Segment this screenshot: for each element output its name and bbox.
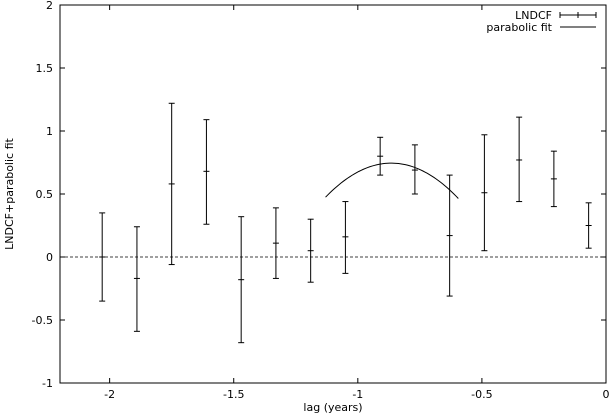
data-point: [168, 102, 175, 266]
data-point: [411, 144, 418, 195]
y-tick-label: 1: [46, 125, 53, 138]
y-tick-label: 0.5: [36, 188, 54, 201]
data-point: [133, 226, 140, 332]
data-point: [377, 136, 384, 176]
y-axis-title: LNDCF+parabolic fit: [3, 137, 16, 249]
legend-marker-lndcf: [559, 12, 597, 18]
y-tick-label: 2: [46, 0, 53, 12]
data-point: [516, 116, 523, 203]
x-tick-label: 0: [603, 388, 609, 401]
data-point: [272, 207, 279, 279]
parabolic-fit-series: [325, 162, 459, 199]
data-point: [307, 218, 314, 283]
lndcf-series: [99, 102, 592, 344]
y-tick-label: 1.5: [36, 62, 54, 75]
x-axis: -2 -1.5 -1 -0.5 0: [104, 5, 609, 401]
x-tick-label: -2: [104, 388, 115, 401]
y-tick-label: -0.5: [32, 314, 53, 327]
y-tick-label: -1: [42, 377, 53, 390]
data-point: [203, 119, 210, 225]
data-point: [238, 216, 245, 344]
data-point: [585, 202, 592, 249]
data-point: [481, 134, 488, 252]
y-axis: -1 -0.5 0 0.5 1 1.5 2: [32, 0, 606, 390]
x-axis-title: lag (years): [303, 401, 362, 414]
data-point: [99, 212, 106, 302]
parabolic-fit-line: [325, 162, 459, 199]
data-point: [446, 174, 453, 297]
x-tick-label: -1: [352, 388, 363, 401]
data-point: [550, 150, 557, 208]
legend-label-parabolic-fit: parabolic fit: [486, 21, 552, 34]
x-tick-label: -1.5: [223, 388, 244, 401]
plot-frame: [59, 4, 607, 384]
data-point: [342, 201, 349, 274]
legend: LNDCF parabolic fit: [486, 9, 597, 34]
y-tick-label: 0: [46, 251, 53, 264]
x-tick-label: -0.5: [471, 388, 492, 401]
legend-label-lndcf: LNDCF: [515, 9, 552, 22]
